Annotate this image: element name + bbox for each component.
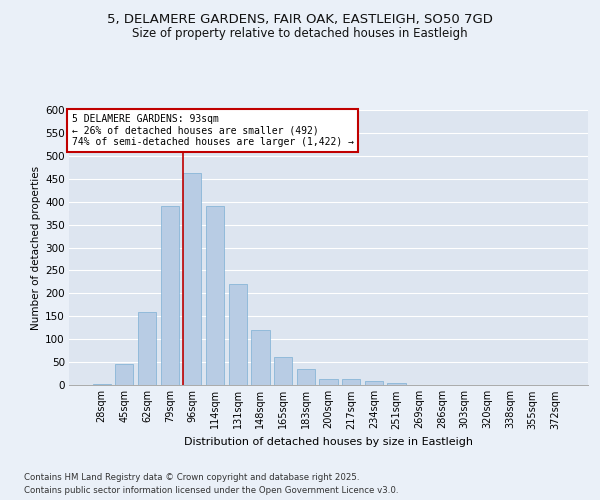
Text: 5, DELAMERE GARDENS, FAIR OAK, EASTLEIGH, SO50 7GD: 5, DELAMERE GARDENS, FAIR OAK, EASTLEIGH… xyxy=(107,12,493,26)
Bar xyxy=(365,382,383,385)
Bar xyxy=(388,382,406,385)
Y-axis label: Number of detached properties: Number of detached properties xyxy=(31,166,41,330)
Bar xyxy=(274,356,292,385)
Bar xyxy=(184,173,202,385)
Text: Contains HM Land Registry data © Crown copyright and database right 2025.: Contains HM Land Registry data © Crown c… xyxy=(24,474,359,482)
Bar xyxy=(115,364,133,385)
Bar xyxy=(92,384,111,385)
Bar xyxy=(138,312,156,385)
Bar xyxy=(229,284,247,385)
Bar xyxy=(297,369,315,385)
Text: Size of property relative to detached houses in Eastleigh: Size of property relative to detached ho… xyxy=(132,28,468,40)
Bar xyxy=(342,378,360,385)
Bar xyxy=(251,330,269,385)
Bar xyxy=(206,206,224,385)
X-axis label: Distribution of detached houses by size in Eastleigh: Distribution of detached houses by size … xyxy=(184,437,473,447)
Bar xyxy=(319,378,338,385)
Bar xyxy=(161,206,179,385)
Text: Contains public sector information licensed under the Open Government Licence v3: Contains public sector information licen… xyxy=(24,486,398,495)
Text: 5 DELAMERE GARDENS: 93sqm
← 26% of detached houses are smaller (492)
74% of semi: 5 DELAMERE GARDENS: 93sqm ← 26% of detac… xyxy=(71,114,353,148)
